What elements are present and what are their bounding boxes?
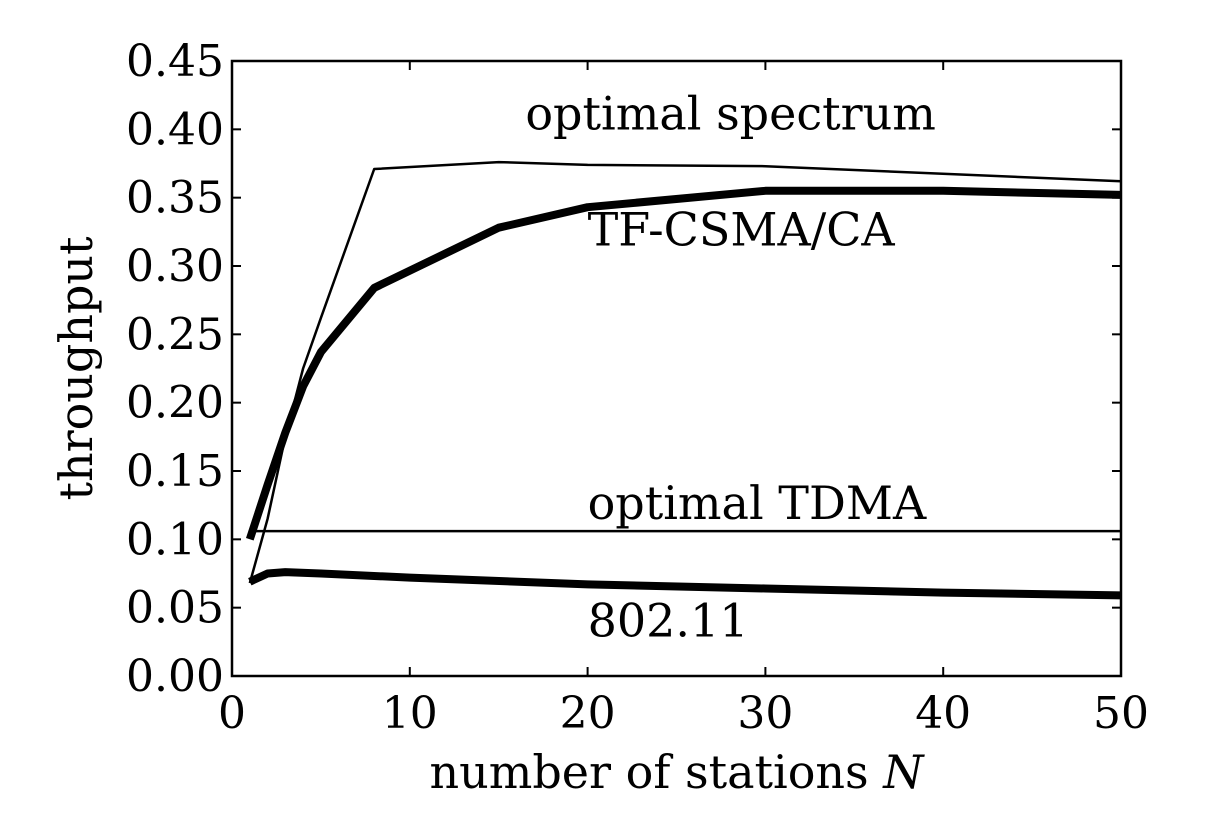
x-axis-label-space <box>869 745 884 799</box>
series-annotation-3: 802.11 <box>588 593 749 647</box>
y-tick-label-5: 0.25 <box>126 309 224 360</box>
series-line-0 <box>248 160 1122 584</box>
x-tick-label-2: 20 <box>560 688 616 739</box>
x-tick-label-3: 30 <box>737 688 793 739</box>
series-layer <box>245 160 1122 600</box>
y-axis-label: throughput <box>49 236 103 501</box>
x-tick-label-1: 10 <box>382 688 438 739</box>
y-tick-label-3: 0.15 <box>126 446 224 497</box>
series-annotation-1: TF-CSMA/CA <box>588 203 896 257</box>
x-axis-variable: N <box>882 745 925 799</box>
y-tick-label-9: 0.45 <box>126 36 224 87</box>
labels-layer: 0 10 20 30 40 50 0.00 0.05 0.10 0.15 0.20 0.25 0.30 0… <box>126 36 1149 739</box>
annotation-layer: optimal spectrum TF-CSMA/CA optimal TDMA 80… <box>525 86 935 647</box>
x-axis-label-text: number of stations <box>429 745 868 799</box>
x-tick-label-0: 0 <box>218 688 246 739</box>
x-tick-label-4: 40 <box>915 688 971 739</box>
x-axis-label: number of stations N <box>429 745 925 799</box>
series-annotation-2: optimal TDMA <box>588 476 927 530</box>
y-tick-label-4: 0.20 <box>126 378 224 429</box>
y-tick-label-6: 0.30 <box>126 241 224 292</box>
y-tick-label-7: 0.35 <box>126 173 224 224</box>
y-tick-label-8: 0.40 <box>126 104 224 155</box>
y-tick-label-2: 0.10 <box>126 514 224 565</box>
y-tick-label-0: 0.00 <box>126 651 224 702</box>
series-line-1 <box>245 186 1122 541</box>
plot-frame <box>230 59 1123 678</box>
series-line-3 <box>248 568 1122 600</box>
ticks-layer <box>231 60 1122 677</box>
y-tick-label-1: 0.05 <box>126 583 224 634</box>
x-tick-label-5: 50 <box>1093 688 1149 739</box>
series-annotation-0: optimal spectrum <box>525 86 935 140</box>
